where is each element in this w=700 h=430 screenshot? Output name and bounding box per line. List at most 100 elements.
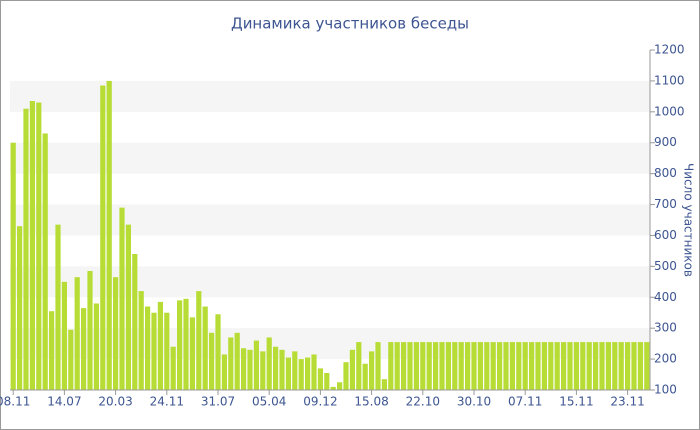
bar xyxy=(132,254,138,390)
bar xyxy=(477,342,483,390)
bar xyxy=(324,373,330,390)
bar xyxy=(279,349,285,390)
bar xyxy=(561,342,567,390)
bar xyxy=(541,342,547,390)
grid-band xyxy=(10,142,650,174)
x-tick-label: 09.12 xyxy=(303,395,337,409)
bar xyxy=(388,342,394,390)
bar xyxy=(157,301,163,390)
bar xyxy=(401,342,407,390)
bar xyxy=(522,342,528,390)
x-tick-label: 05.04 xyxy=(252,395,286,409)
bar xyxy=(260,351,266,390)
bar xyxy=(87,271,93,390)
bar xyxy=(29,101,35,390)
bar xyxy=(337,382,343,390)
bar xyxy=(285,357,291,390)
bar xyxy=(119,207,125,390)
bar xyxy=(68,329,74,390)
bar xyxy=(439,342,445,390)
bar xyxy=(497,342,503,390)
x-tick-label: 23.11 xyxy=(610,395,644,409)
bar xyxy=(202,306,208,390)
bar xyxy=(580,342,586,390)
bar xyxy=(36,102,42,390)
bar xyxy=(298,359,304,390)
grid-band xyxy=(10,80,650,112)
bar xyxy=(138,291,144,390)
bar xyxy=(42,133,48,391)
bar xyxy=(55,224,61,390)
bar xyxy=(49,311,55,390)
bar xyxy=(221,354,227,390)
bar xyxy=(247,349,253,390)
bar xyxy=(612,342,618,390)
bar xyxy=(433,342,439,390)
bar xyxy=(567,342,573,390)
bar xyxy=(209,332,215,390)
bar xyxy=(74,277,80,390)
bar xyxy=(426,342,432,390)
bar xyxy=(381,379,387,390)
bar xyxy=(548,342,554,390)
bar xyxy=(625,342,631,390)
bar xyxy=(586,342,592,390)
bar xyxy=(330,386,336,390)
bar xyxy=(81,308,87,390)
bar xyxy=(375,342,381,390)
bar xyxy=(631,342,637,390)
y-tick-label: 200 xyxy=(654,352,677,366)
y-tick-label: 900 xyxy=(654,135,677,149)
bar xyxy=(164,312,170,390)
bar xyxy=(637,342,643,390)
y-tick-label: 800 xyxy=(654,166,677,180)
x-tick-label: 31.07 xyxy=(201,395,235,409)
bar xyxy=(183,298,189,390)
bar xyxy=(573,342,579,390)
bar xyxy=(362,363,368,390)
bar xyxy=(420,342,426,390)
bar xyxy=(241,348,247,390)
y-tick-label: 700 xyxy=(654,197,677,211)
x-tick-label: 08.11 xyxy=(0,395,30,409)
x-tick-label: 14.07 xyxy=(47,395,81,409)
bar xyxy=(177,300,183,390)
bar xyxy=(356,342,362,390)
y-tick-label: 1000 xyxy=(654,104,685,118)
bar xyxy=(394,342,400,390)
bar xyxy=(593,342,599,390)
bar xyxy=(445,342,451,390)
bar xyxy=(93,303,99,390)
bar xyxy=(215,314,221,390)
bar xyxy=(599,342,605,390)
bar xyxy=(452,342,458,390)
bar xyxy=(113,277,119,390)
bar xyxy=(509,342,515,390)
bar xyxy=(490,342,496,390)
bar xyxy=(349,349,355,390)
bar xyxy=(189,317,195,390)
grid-band xyxy=(10,266,650,298)
x-tick-label: 20.03 xyxy=(98,395,132,409)
y-tick-label: 600 xyxy=(654,228,677,242)
bar xyxy=(17,226,23,390)
bar xyxy=(196,291,202,390)
bar xyxy=(644,342,650,390)
bar xyxy=(253,340,259,390)
y-tick-label: 500 xyxy=(654,259,677,273)
chart-title: Динамика участников беседы xyxy=(231,15,469,33)
y-axis-title: Число участников xyxy=(682,163,696,277)
bar xyxy=(529,342,535,390)
bar xyxy=(458,342,464,390)
bar xyxy=(10,142,16,390)
x-tick-label: 24.11 xyxy=(150,395,184,409)
bar xyxy=(343,362,349,390)
x-tick-label: 15.11 xyxy=(559,395,593,409)
y-tick-label: 100 xyxy=(654,383,677,397)
bar xyxy=(100,85,106,390)
bar xyxy=(484,342,490,390)
bar xyxy=(125,224,131,390)
bar xyxy=(145,306,151,390)
bar xyxy=(516,342,522,390)
bar xyxy=(23,108,29,391)
